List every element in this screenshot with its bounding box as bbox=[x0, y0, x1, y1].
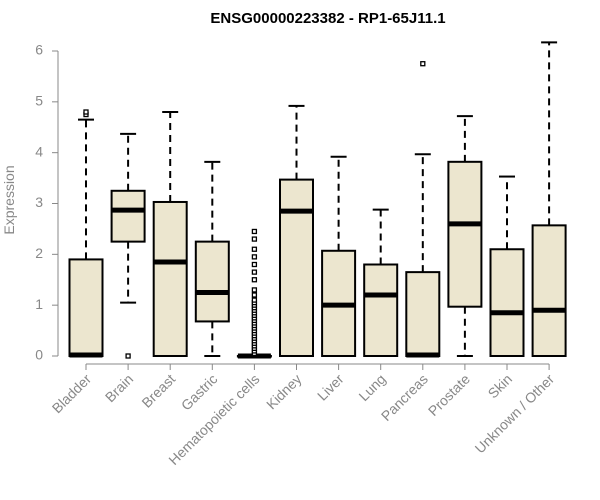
outlier-point bbox=[251, 287, 258, 293]
iqr-box bbox=[152, 200, 188, 357]
outlier-point bbox=[251, 269, 258, 275]
iqr-box bbox=[194, 240, 230, 323]
y-tick-label: 0 bbox=[35, 347, 43, 363]
y-tick-label: 1 bbox=[35, 296, 43, 312]
x-tick-label: Prostate bbox=[425, 371, 473, 419]
x-tick-label: Skin bbox=[485, 371, 516, 402]
y-tick-label: 6 bbox=[35, 42, 43, 58]
x-tick-label: Unknown / Other bbox=[472, 371, 558, 457]
iqr-box bbox=[363, 263, 399, 357]
outlier-point bbox=[420, 61, 426, 67]
y-tick-label: 5 bbox=[35, 93, 43, 109]
iqr-box bbox=[489, 248, 525, 357]
box-10 bbox=[489, 175, 525, 357]
chart-title: ENSG00000223382 - RP1-65J11.1 bbox=[210, 10, 445, 27]
outlier-point bbox=[251, 236, 258, 242]
box-8 bbox=[405, 61, 441, 358]
box-5 bbox=[279, 104, 314, 357]
iqr-box bbox=[279, 178, 314, 357]
y-axis: 0 1 2 3 4 5 6 bbox=[35, 42, 59, 363]
box-6 bbox=[321, 155, 357, 357]
box-1 bbox=[110, 132, 146, 359]
box-2 bbox=[152, 111, 188, 357]
boxes-group bbox=[68, 41, 567, 359]
outlier-point bbox=[251, 277, 258, 283]
iqr-box bbox=[531, 224, 567, 357]
outlier-point bbox=[251, 246, 258, 252]
outlier-point bbox=[83, 109, 89, 115]
x-tick-label: Pancreas bbox=[378, 371, 431, 424]
x-tick-label: Brain bbox=[102, 371, 136, 405]
outlier-point bbox=[251, 297, 258, 303]
iqr-box bbox=[68, 258, 104, 357]
box-0 bbox=[68, 109, 104, 358]
iqr-box bbox=[405, 271, 441, 357]
y-axis-label: Expression bbox=[1, 165, 17, 234]
iqr-box bbox=[110, 189, 146, 243]
x-tick-label: Bladder bbox=[49, 371, 95, 417]
box-11 bbox=[531, 41, 567, 357]
outlier-point bbox=[251, 261, 258, 268]
box-3 bbox=[194, 160, 230, 357]
outlier-point bbox=[251, 292, 258, 298]
x-tick-label: Kidney bbox=[263, 371, 305, 413]
outlier-point bbox=[251, 228, 258, 235]
outlier-point bbox=[125, 353, 131, 359]
box-9 bbox=[447, 115, 483, 357]
box-7 bbox=[363, 208, 399, 357]
iqr-box bbox=[447, 160, 483, 308]
y-tick-label: 2 bbox=[35, 245, 43, 261]
y-tick-label: 3 bbox=[35, 194, 43, 210]
x-tick-label: Breast bbox=[138, 371, 178, 411]
y-tick-label: 4 bbox=[35, 143, 43, 159]
outlier-point bbox=[251, 254, 258, 260]
box-4 bbox=[236, 228, 272, 359]
x-tick-label: Lung bbox=[355, 371, 388, 404]
x-tick-label: Liver bbox=[314, 371, 347, 404]
